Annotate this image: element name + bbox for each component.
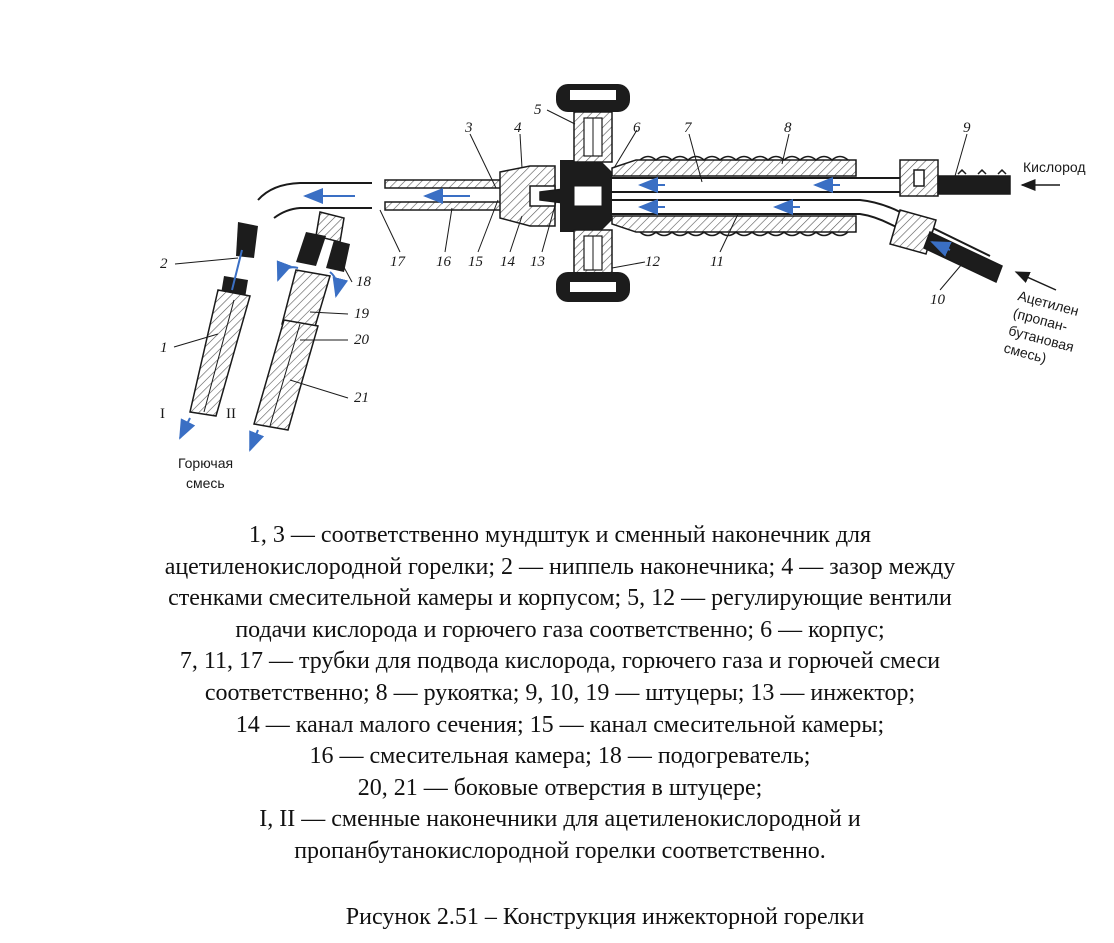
valve-12 (556, 229, 630, 302)
caption-line: 1, 3 — соответственно мундштук и сменный… (248, 522, 872, 548)
label-6: 6 (633, 120, 641, 136)
mixture-label-line-2: смесь (186, 475, 225, 491)
leader-lines (173, 109, 968, 399)
caption-line: подачи кислорода и горючего газа соответ… (235, 616, 885, 643)
label-15: 15 (468, 254, 484, 270)
label-3: 3 (464, 120, 473, 136)
label-12: 12 (645, 254, 661, 270)
label-16: 16 (436, 254, 452, 270)
label-17: 17 (390, 254, 407, 270)
label-13: 13 (530, 254, 545, 270)
label-19: 19 (354, 306, 370, 322)
label-11: 11 (710, 254, 724, 270)
caption-line: I, II — сменные наконечники для ацетилен… (259, 806, 861, 833)
figure-title: Рисунок 2.51 – Конструкция инжекторной г… (345, 904, 865, 930)
tip-II (249, 211, 350, 452)
label-1: 1 (160, 340, 168, 356)
label-4: 4 (514, 120, 522, 136)
handle-8 (611, 155, 857, 237)
label-9: 9 (963, 120, 971, 136)
label-2: 2 (160, 256, 168, 272)
label-10: 10 (930, 292, 946, 308)
label-20: 20 (354, 332, 370, 348)
label-7: 7 (684, 120, 693, 136)
caption-line: стенками смесительной камеры и корпусом;… (168, 585, 952, 612)
acetylene-label: Ацетилен (пропан- бутановая смесь) (1002, 287, 1080, 366)
label-5: 5 (534, 102, 542, 118)
torch-diagram: 2 1 I II 3 4 5 6 7 8 9 17 16 15 14 13 12… (160, 84, 1086, 491)
label-18: 18 (356, 274, 372, 290)
label-roman-I: I (160, 406, 165, 422)
figure-caption: 1, 3 — соответственно мундштук и сменный… (60, 520, 1060, 868)
label-14: 14 (500, 254, 516, 270)
tip-I (179, 222, 258, 440)
caption-line: 14 — канал малого сечения; 15 — канал см… (235, 711, 885, 738)
caption-line: ацетиленокислородной горелки; 2 — ниппел… (164, 553, 956, 580)
label-8: 8 (784, 120, 792, 136)
mixture-label-line-1: Горючая (178, 455, 233, 471)
fitting-9 (899, 159, 1011, 197)
label-roman-II: II (226, 406, 236, 422)
label-21: 21 (354, 390, 369, 406)
mixing-chamber-16 (384, 179, 506, 211)
caption-line: соответственно; 8 — рукоятка; 9, 10, 19 … (204, 679, 916, 706)
mixture-tube-17 (257, 182, 372, 219)
caption-line: 16 — смесительная камера; 18 — подогрева… (309, 743, 811, 770)
gas-flow-arrow-c (930, 241, 952, 257)
body-6 (560, 160, 612, 232)
valve-5 (556, 84, 630, 163)
caption-line: 20, 21 — боковые отверстия в штуцере; (357, 774, 763, 801)
caption-line: пропанбутанокислородной горелки соответс… (294, 837, 826, 864)
acetylene-inlet-arrow (1014, 271, 1057, 291)
caption-line: 7, 11, 17 — трубки для подвода кислорода… (179, 648, 941, 675)
fitting-10 (889, 209, 1003, 284)
oxygen-label: Кислород (1023, 159, 1086, 175)
